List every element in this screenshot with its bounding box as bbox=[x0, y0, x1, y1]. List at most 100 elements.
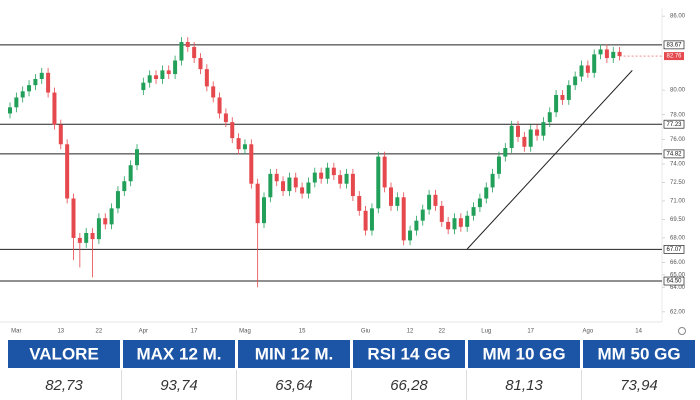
candle-body bbox=[395, 197, 400, 206]
candle-body bbox=[27, 85, 32, 92]
candle-body bbox=[382, 156, 387, 188]
candle-body bbox=[573, 76, 578, 86]
candle-body bbox=[452, 218, 457, 230]
candle-body bbox=[52, 92, 57, 125]
candle-body bbox=[541, 122, 546, 136]
candle-body bbox=[325, 167, 330, 179]
level-label-box bbox=[663, 276, 685, 286]
x-tick-label: Ago bbox=[583, 329, 594, 335]
value-text: 63,64 bbox=[275, 377, 313, 394]
x-tick-label: 15 bbox=[299, 329, 306, 335]
candle-body bbox=[198, 58, 203, 70]
candle-body bbox=[427, 194, 432, 210]
candle-body bbox=[287, 177, 292, 192]
x-tick-label: 22 bbox=[438, 329, 445, 335]
value-text: 66,28 bbox=[390, 377, 428, 394]
candle-body bbox=[58, 124, 63, 145]
header-cell bbox=[123, 340, 235, 368]
y-tick-label: 71.00 bbox=[670, 199, 686, 205]
header-text: VALORE bbox=[29, 344, 99, 363]
candle-body bbox=[338, 175, 343, 184]
candle-body bbox=[166, 70, 171, 75]
candle-body bbox=[509, 125, 514, 148]
header-cell bbox=[238, 340, 350, 368]
level-label: 83.67 bbox=[666, 42, 682, 48]
x-tick-label: Mag bbox=[239, 329, 251, 335]
candle-body bbox=[109, 208, 114, 225]
candle-body bbox=[535, 129, 540, 136]
candle-body bbox=[33, 78, 38, 86]
trendline bbox=[466, 70, 633, 250]
candle-body bbox=[223, 113, 228, 123]
candle-body bbox=[300, 187, 305, 194]
x-tick-label: Giu bbox=[361, 329, 370, 335]
candle-body bbox=[71, 198, 76, 238]
y-tick-label: 76.00 bbox=[670, 137, 686, 143]
y-tick-label: 64.00 bbox=[670, 285, 686, 291]
level-label-box bbox=[663, 40, 685, 50]
candle-body bbox=[376, 156, 381, 209]
candle-body bbox=[401, 197, 406, 241]
candle-body bbox=[39, 72, 44, 79]
candle-body bbox=[433, 194, 438, 206]
candle-body bbox=[363, 210, 368, 231]
candle-body bbox=[255, 183, 260, 224]
candle-body bbox=[369, 208, 374, 231]
level-label: 74.82 bbox=[666, 151, 682, 157]
y-tick-label: 62.00 bbox=[670, 309, 686, 315]
candle-body bbox=[496, 156, 501, 174]
candle-body bbox=[230, 122, 235, 139]
y-tick-label: 78.00 bbox=[670, 112, 686, 118]
candle-body bbox=[617, 51, 622, 57]
candle-body bbox=[236, 138, 241, 150]
candle-body bbox=[566, 85, 571, 100]
settings-icon[interactable] bbox=[678, 327, 686, 335]
candle-body bbox=[211, 86, 216, 98]
level-label-box bbox=[663, 149, 685, 159]
y-tick-label: 69.50 bbox=[670, 217, 686, 223]
candle-body bbox=[592, 54, 597, 73]
candle-body bbox=[319, 172, 324, 179]
candle-body bbox=[262, 197, 266, 224]
header-cell bbox=[8, 340, 120, 368]
candle-body bbox=[389, 187, 393, 206]
candle-body bbox=[90, 232, 95, 240]
candle-body bbox=[103, 218, 108, 225]
candle-body bbox=[477, 198, 482, 208]
candle-body bbox=[604, 49, 609, 59]
candle-body bbox=[560, 95, 565, 100]
y-tick-label: 86.00 bbox=[670, 14, 686, 20]
candle-body bbox=[528, 129, 533, 147]
level-label-box bbox=[663, 245, 685, 254]
candle-body bbox=[8, 107, 12, 114]
candle-body bbox=[503, 147, 508, 157]
candle-body bbox=[516, 125, 520, 137]
x-tick-label: 17 bbox=[527, 329, 534, 335]
candle-body bbox=[420, 209, 425, 221]
header-cell bbox=[583, 340, 695, 368]
level-label: 77.23 bbox=[666, 122, 682, 128]
header-cell bbox=[353, 340, 465, 368]
candle-body bbox=[77, 237, 82, 243]
y-tick-label: 80.00 bbox=[670, 88, 686, 94]
header-cell bbox=[468, 340, 580, 368]
candle-body bbox=[458, 218, 463, 227]
y-tick-label: 72.50 bbox=[670, 180, 686, 186]
candle-body bbox=[84, 232, 89, 243]
y-tick-label: 74.00 bbox=[670, 162, 686, 168]
candle-body bbox=[115, 191, 120, 209]
candle-body bbox=[274, 173, 279, 182]
candle-body bbox=[598, 49, 603, 55]
candle-body bbox=[331, 167, 336, 176]
candle-body bbox=[446, 221, 451, 230]
candle-body bbox=[490, 173, 495, 188]
y-tick-label: 68.00 bbox=[670, 235, 686, 241]
header-text: MM 10 GG bbox=[482, 344, 565, 363]
header-text: RSI 14 GG bbox=[367, 344, 450, 363]
x-tick-label: 22 bbox=[96, 329, 103, 335]
candle-body bbox=[611, 51, 616, 59]
x-tick-label: 12 bbox=[407, 329, 414, 335]
x-tick-label: Apr bbox=[139, 329, 148, 335]
candle-body bbox=[312, 172, 317, 183]
